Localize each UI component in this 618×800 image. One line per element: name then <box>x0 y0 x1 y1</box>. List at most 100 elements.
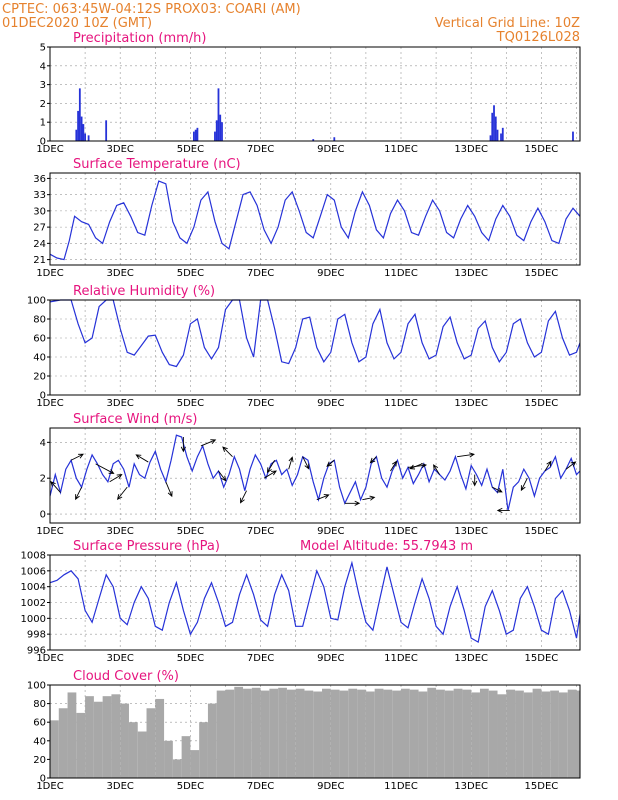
y-tick-label: 80 <box>33 699 46 710</box>
y-tick-label: 24 <box>33 239 46 250</box>
precip-bar <box>494 116 497 141</box>
precip-bar <box>312 139 315 141</box>
wind-vector-arrow <box>326 459 335 467</box>
cloud-bar <box>418 691 428 778</box>
wind-vector-arrow <box>200 439 217 447</box>
cloud-bar <box>322 688 331 778</box>
precip-bar <box>82 124 85 141</box>
y-tick-label: 1002 <box>21 598 46 609</box>
cloud-bar <box>234 686 244 778</box>
y-tick-label: 2 <box>40 474 46 485</box>
y-tick-label: 27 <box>33 223 46 234</box>
cloud-bar <box>58 708 68 778</box>
y-tick-label: 100 <box>27 681 46 692</box>
x-tick-label: 1DEC <box>36 781 63 792</box>
precip-bar <box>217 88 220 141</box>
x-tick-label: 5DEC <box>177 526 204 537</box>
x-tick-label: 5DEC <box>177 144 204 155</box>
x-tick-label: 9DEC <box>317 268 344 279</box>
precip-bar <box>77 110 79 141</box>
cloud-bar <box>523 692 533 778</box>
wind-vector-arrow <box>266 460 276 474</box>
cloud-bar <box>576 690 580 778</box>
x-tick-label: 5DEC <box>177 398 204 409</box>
precip-bar <box>493 105 495 141</box>
precip-bar <box>501 127 504 141</box>
cloud-bar <box>155 698 165 778</box>
cloud-bar <box>400 688 410 778</box>
panel-frame <box>49 684 581 779</box>
y-tick-label: 36 <box>33 174 46 185</box>
cloud-bar <box>286 689 296 778</box>
wind-vector-arrow <box>496 507 510 514</box>
temp-series-line <box>49 180 581 261</box>
y-tick-label: 1008 <box>21 551 46 562</box>
x-tick-label: 15DEC <box>525 653 559 664</box>
header-model: TQ0126L028 <box>496 30 580 45</box>
x-tick-label: 11DEC <box>384 653 418 664</box>
wind-vector-arrow <box>95 463 115 474</box>
rh-title: Relative Humidity (%) <box>73 284 215 299</box>
cloud-bar <box>365 691 375 778</box>
wind-vector-arrow <box>344 500 361 506</box>
precip-title: Precipitation (mm/h) <box>73 31 206 46</box>
cloud-bar <box>67 692 77 778</box>
cloud-bar <box>172 759 182 778</box>
cloud-bar <box>541 691 551 778</box>
cloud-bar <box>111 694 121 778</box>
wind-vector-arrow <box>70 453 84 461</box>
wind-vector-arrow <box>165 481 173 498</box>
x-tick-label: 15DEC <box>525 268 559 279</box>
x-tick-label: 1DEC <box>36 144 63 155</box>
cloud-bar <box>260 690 270 778</box>
cloud-bar <box>181 736 191 778</box>
cloud-bar <box>427 687 437 778</box>
x-tick-label: 11DEC <box>384 526 418 537</box>
precip-bar <box>214 131 216 141</box>
y-tick-label: 21 <box>33 255 46 266</box>
wind-vector-arrow <box>520 477 528 492</box>
wind-vector-arrow <box>433 464 440 475</box>
press-series-line <box>49 560 581 644</box>
y-tick-label: 40 <box>33 736 46 747</box>
header-station: CPTEC: 063:45W-04:12S PROX03: COARI (AM) <box>2 2 301 17</box>
x-tick-label: 11DEC <box>384 144 418 155</box>
x-tick-label: 13DEC <box>454 144 488 155</box>
y-tick-label: 80 <box>33 315 46 326</box>
cloud-title: Cloud Cover (%) <box>73 669 179 684</box>
cloud-bar <box>243 688 252 778</box>
wind-vector-arrow <box>472 474 478 487</box>
cloud-bar <box>251 687 261 778</box>
x-tick-label: 7DEC <box>247 526 274 537</box>
panel-frame <box>49 46 581 142</box>
y-tick-label: 20 <box>33 755 46 766</box>
cloud-bar <box>313 691 323 778</box>
x-tick-label: 5DEC <box>177 781 204 792</box>
x-tick-label: 11DEC <box>384 398 418 409</box>
y-tick-label: 2 <box>40 99 46 110</box>
cloud-bar <box>374 688 384 778</box>
cloud-bar <box>207 703 217 778</box>
wind-vector-arrow <box>302 456 310 470</box>
x-tick-label: 13DEC <box>454 398 488 409</box>
x-tick-label: 7DEC <box>247 268 274 279</box>
wind-vector-arrow <box>492 486 503 493</box>
panel-press: 996 998 1000 1002 1004 1006 1008 1DEC 3DEC 5DEC 7D… <box>21 539 581 664</box>
cloud-bar <box>479 688 489 778</box>
precip-bar <box>500 133 502 141</box>
wind-vector-arrow <box>544 460 552 472</box>
precip-bar <box>196 127 199 141</box>
x-tick-label: 3DEC <box>107 268 134 279</box>
y-tick-label: 4 <box>40 438 46 449</box>
cloud-bar <box>102 696 112 778</box>
cloud-bar <box>471 692 480 778</box>
panel-frame <box>49 427 581 524</box>
panel-precip: 0 1 2 3 4 5 1DEC 3DEC 5DEC 7DEC 9DEC 11DEC 13DEC 15DE… <box>36 31 581 155</box>
cloud-bar <box>295 688 305 778</box>
cloud-bar <box>444 690 454 778</box>
x-tick-label: 13DEC <box>454 526 488 537</box>
wind-vector-arrow <box>457 452 475 458</box>
y-tick-label: 1 <box>40 118 46 129</box>
wind-vector-arrow <box>218 470 227 482</box>
precip-bar <box>219 114 222 141</box>
